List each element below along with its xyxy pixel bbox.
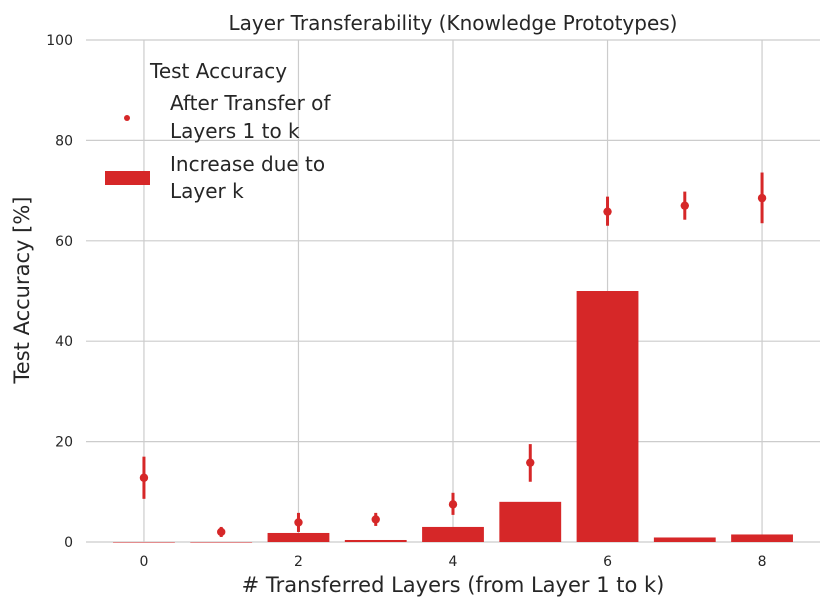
data-point — [139, 473, 149, 482]
bar — [653, 537, 716, 542]
legend-bar-label-line1: Increase due to — [170, 152, 325, 176]
y-axis-title: Test Accuracy [%] — [10, 197, 34, 385]
bar — [190, 542, 253, 543]
x-tick-label: 6 — [603, 554, 612, 570]
legend: Test Accuracy After Transfer of Layers 1… — [105, 59, 331, 203]
data-point — [603, 207, 612, 216]
y-tick-label: 80 — [55, 133, 73, 149]
legend-point-label-line1: After Transfer of — [170, 91, 331, 115]
bar — [422, 526, 484, 542]
data-point — [217, 527, 226, 537]
y-tick-label: 40 — [55, 334, 73, 350]
bar — [576, 291, 639, 542]
data-point — [680, 201, 689, 210]
chart-title: Layer Transferability (Knowledge Prototy… — [228, 11, 677, 35]
y-tick-label: 60 — [55, 234, 73, 250]
x-axis-title: # Transferred Layers (from Layer 1 to k) — [242, 573, 665, 597]
legend-title: Test Accuracy — [149, 59, 287, 83]
bar — [344, 539, 407, 542]
data-point — [294, 518, 303, 527]
bar — [113, 542, 175, 543]
point-layer — [139, 172, 767, 537]
data-point — [757, 193, 767, 203]
bar — [731, 534, 793, 542]
x-tick-label: 8 — [758, 554, 767, 570]
x-tick-label: 0 — [139, 554, 148, 570]
legend-bar-label-line2: Layer k — [170, 179, 244, 203]
legend-bar-marker — [105, 171, 150, 185]
x-tick-label: 2 — [294, 554, 303, 570]
y-tick-label: 0 — [64, 535, 73, 551]
y-tick-label: 20 — [55, 435, 73, 451]
data-point — [526, 458, 535, 467]
data-point — [371, 515, 380, 524]
legend-point-marker — [124, 115, 130, 121]
x-tick-label: 4 — [449, 554, 458, 570]
bar — [499, 501, 562, 542]
legend-point-label-line2: Layers 1 to k — [170, 119, 300, 143]
y-tick-label: 100 — [46, 33, 73, 49]
grid-layer — [86, 39, 820, 543]
bar-layer — [113, 291, 793, 543]
tick-layer: 0 20 40 60 80 100 0 2 4 6 8 — [46, 33, 766, 570]
data-point — [448, 500, 458, 509]
bar — [267, 532, 330, 542]
